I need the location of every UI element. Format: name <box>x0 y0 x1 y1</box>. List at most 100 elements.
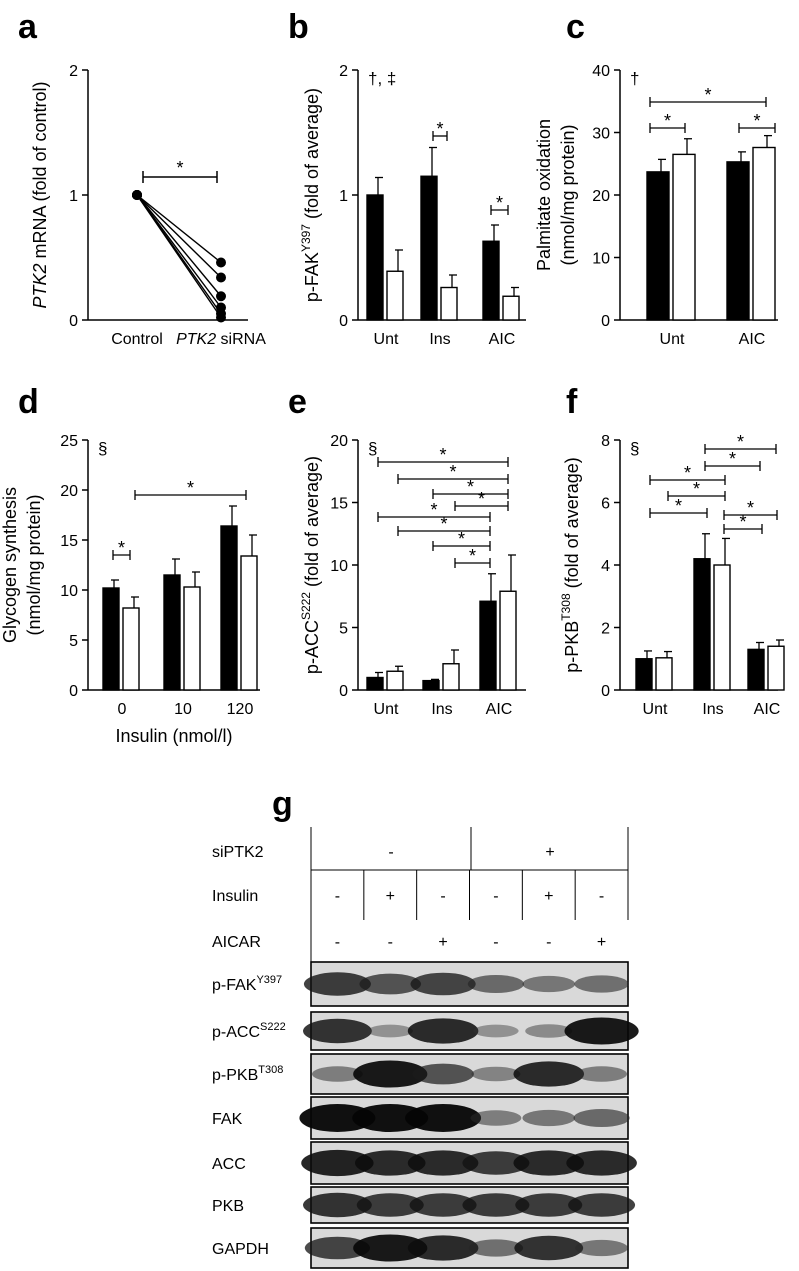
blot-band <box>568 1193 636 1217</box>
blot-band <box>354 1150 426 1176</box>
data-point <box>216 312 226 323</box>
data-point <box>216 272 226 283</box>
chart-d: 0 5 10 15 20 25 0 10 120 Glycogen synthesis (nmol/… <box>0 433 260 746</box>
blot-band <box>312 1066 363 1082</box>
blot-band <box>410 972 476 996</box>
y-axis-label-sup: T308 <box>559 593 573 621</box>
blot-row-label-sup: S222 <box>260 1021 286 1033</box>
blot-band <box>412 1063 474 1085</box>
blot-band <box>303 1018 372 1044</box>
lane-sign-aicar: - <box>546 934 551 951</box>
lane-sign-insulin: - <box>335 888 340 905</box>
blot-band <box>522 975 576 993</box>
bar <box>646 171 670 321</box>
blot-band <box>576 1066 627 1082</box>
blot-row-label: p-FAKY397 <box>212 974 282 994</box>
x-tick-label: Ins <box>702 701 723 718</box>
panel-letter-g: g <box>272 785 293 823</box>
bar <box>240 555 258 691</box>
blot-band <box>462 1151 530 1175</box>
y-tick-label: 15 <box>330 496 348 513</box>
x-tick-label: 120 <box>227 701 254 718</box>
blot-band <box>522 1109 576 1127</box>
y-tick-label: 20 <box>60 483 78 500</box>
bar <box>726 161 750 321</box>
chart-b: 0 1 2 Unt Ins AIC p-FAKY397 (fold of average) †… <box>299 63 526 348</box>
sig-star: * <box>187 478 194 498</box>
lane-sign-aicar: + <box>597 934 606 951</box>
bar <box>366 194 384 321</box>
bar <box>482 240 500 321</box>
blot-band <box>407 1150 479 1176</box>
x-tick-label: AIC <box>486 701 513 718</box>
stat-note: † <box>630 69 639 88</box>
sig-star: * <box>704 85 711 105</box>
sig-star: * <box>496 193 503 213</box>
bar <box>693 558 711 691</box>
bar <box>440 286 458 321</box>
y-tick-label: 1 <box>69 188 78 205</box>
panel-letter-e: e <box>288 383 307 421</box>
y-tick-label: 0 <box>339 313 348 330</box>
y-axis-label-sup: S222 <box>299 592 313 620</box>
chart-a: 0 1 2 Control PTK2 siRNA * PTK2 mRNA (fold of … <box>30 63 266 348</box>
blot-band <box>473 1024 519 1038</box>
stat-note: § <box>98 439 107 458</box>
y-tick-label: 0 <box>339 683 348 700</box>
y-axis-label-main: p-FAK <box>302 252 322 302</box>
blot-row-label-main: p-FAK <box>212 977 257 994</box>
bar <box>122 607 140 691</box>
blot-band <box>409 1193 477 1217</box>
blot-band <box>367 1024 413 1038</box>
y-axis-label: p-PKBT308 (fold of average) <box>559 457 582 672</box>
blot-band <box>513 1150 585 1176</box>
blot-row-label: p-PKBT308 <box>212 1064 283 1084</box>
y-tick-label: 8 <box>601 433 610 450</box>
y-tick-label: 10 <box>60 583 78 600</box>
y-tick-label: 0 <box>601 683 610 700</box>
blot-band <box>303 972 371 996</box>
y-tick-label: 2 <box>69 63 78 80</box>
sig-star: * <box>739 512 746 532</box>
lane-sign-aicar: - <box>388 934 393 951</box>
y-tick-label: 0 <box>601 313 610 330</box>
blot-band <box>573 1108 630 1128</box>
row-label-insulin: Insulin <box>212 888 258 905</box>
blot-band <box>575 1239 628 1257</box>
blot-band <box>353 1234 428 1262</box>
lane-sign-aicar: + <box>438 934 447 951</box>
y-tick-label: 10 <box>592 251 610 268</box>
blot-row-label-main: p-ACC <box>212 1024 260 1041</box>
panel-letter-b: b <box>288 8 309 46</box>
blot-band <box>564 1017 639 1045</box>
blot-row-label-main: GAPDH <box>212 1241 269 1258</box>
blot-band <box>467 974 525 994</box>
sig-star: * <box>747 498 754 518</box>
blot-band <box>356 1193 424 1217</box>
bar <box>499 590 517 691</box>
row-label-siptk2: siPTK2 <box>212 844 264 861</box>
y-tick-label: 2 <box>339 63 348 80</box>
x-tick-label: Unt <box>374 331 399 348</box>
western-blot: siPTK2 Insulin AICAR - + - + - - + - - - + - - + p-FAKY39… <box>212 827 639 1269</box>
blot-row-label-sup: T308 <box>258 1064 283 1076</box>
blot-band <box>301 1149 374 1177</box>
data-point <box>216 257 226 268</box>
blot-band <box>525 1024 573 1038</box>
sig-star: * <box>449 462 456 482</box>
y-axis-label: Glycogen synthesis <box>0 487 20 643</box>
y-tick-label: 20 <box>592 188 610 205</box>
blot-band <box>514 1235 584 1261</box>
stat-note: § <box>368 439 377 458</box>
y-tick-label: 0 <box>69 683 78 700</box>
y-axis-label-main: p-PKB <box>562 621 582 673</box>
x-tick-label: AIC <box>739 331 766 348</box>
blot-band <box>353 1060 428 1088</box>
group-sign: + <box>545 844 554 861</box>
bar <box>635 658 653 691</box>
bar <box>747 648 765 691</box>
y-axis-label: (nmol/mg protein) <box>558 124 578 265</box>
bar <box>479 600 497 691</box>
bar <box>422 679 440 691</box>
y-axis-label-tail: (fold of average) <box>302 456 322 592</box>
